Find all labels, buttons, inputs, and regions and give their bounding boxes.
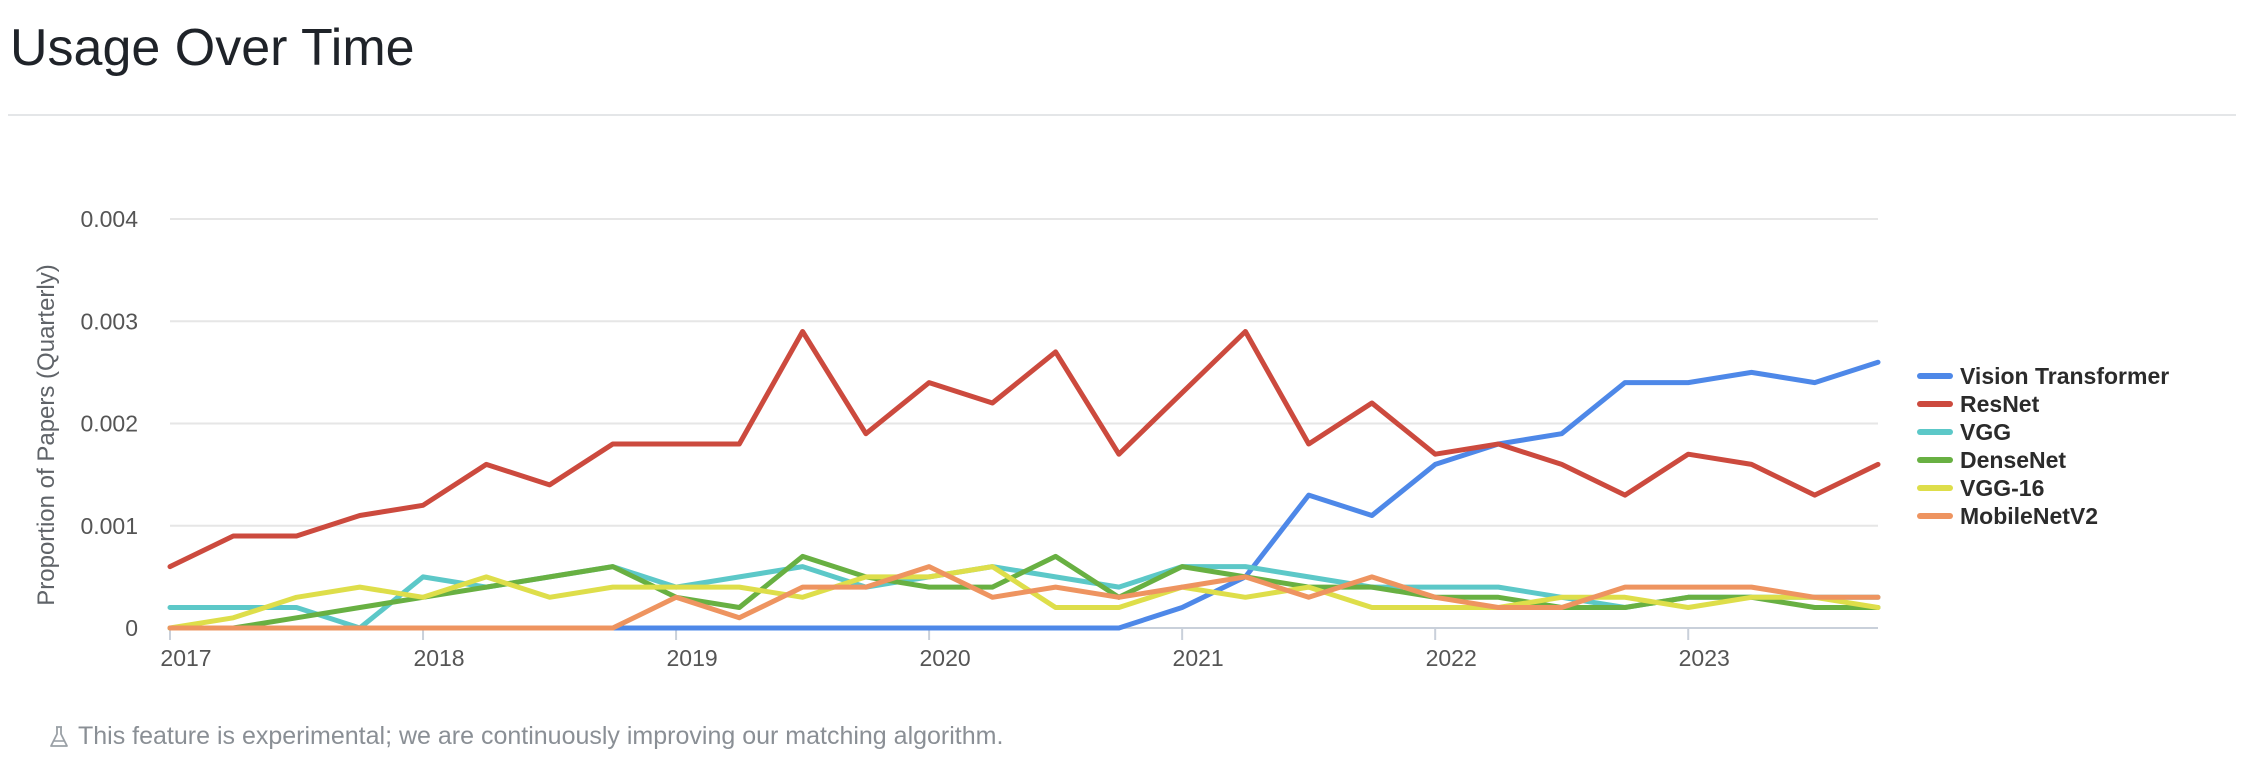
y-tick-label: 0.003 bbox=[80, 308, 138, 334]
x-tick-label: 2022 bbox=[1426, 645, 1477, 671]
flask-icon bbox=[50, 725, 68, 747]
y-tick-label: 0.002 bbox=[80, 411, 138, 437]
usage-line-chart: 0 0.001 0.002 0.003 0.004 2017 2018 2019 2020 202… bbox=[33, 206, 2169, 671]
legend: Vision TransformerResNetVGGDenseNetVGG-1… bbox=[1917, 363, 2169, 529]
series-line-mobilenetv2 bbox=[167, 564, 1881, 631]
x-tick-label: 2018 bbox=[413, 645, 464, 671]
y-axis-label: Proportion of Papers (Quarterly) bbox=[33, 264, 60, 605]
series-lines bbox=[167, 329, 1881, 631]
legend-label-vision-transformer: Vision Transformer bbox=[1960, 363, 2169, 389]
axes: 0 0.001 0.002 0.003 0.004 2017 2018 2019 2020 202… bbox=[80, 206, 1878, 671]
experimental-note: This feature is experimental; we are con… bbox=[48, 722, 1003, 751]
x-tick-label: 2023 bbox=[1679, 645, 1730, 671]
x-tick-label: 2020 bbox=[920, 645, 971, 671]
legend-label-densenet: DenseNet bbox=[1960, 447, 2066, 473]
series-line-resnet bbox=[167, 329, 1881, 570]
legend-label-vgg-16: VGG-16 bbox=[1960, 475, 2044, 501]
series-line-densenet bbox=[167, 553, 1881, 631]
y-tick-label: 0 bbox=[125, 615, 138, 641]
legend-label-mobilenetv2: MobileNetV2 bbox=[1960, 503, 2098, 529]
page-title: Usage Over Time bbox=[10, 19, 415, 77]
grid-lines bbox=[170, 218, 1878, 527]
x-tick-label: 2021 bbox=[1173, 645, 1224, 671]
x-tick-label: 2019 bbox=[666, 645, 717, 671]
y-tick-label: 0.001 bbox=[80, 513, 138, 539]
title-divider bbox=[8, 114, 2236, 116]
legend-label-vgg: VGG bbox=[1960, 419, 2011, 445]
legend-label-resnet: ResNet bbox=[1960, 391, 2040, 417]
experimental-note-text: This feature is experimental; we are con… bbox=[78, 722, 1004, 750]
x-tick-label: 2017 bbox=[160, 645, 211, 671]
y-tick-label: 0.004 bbox=[80, 206, 138, 232]
